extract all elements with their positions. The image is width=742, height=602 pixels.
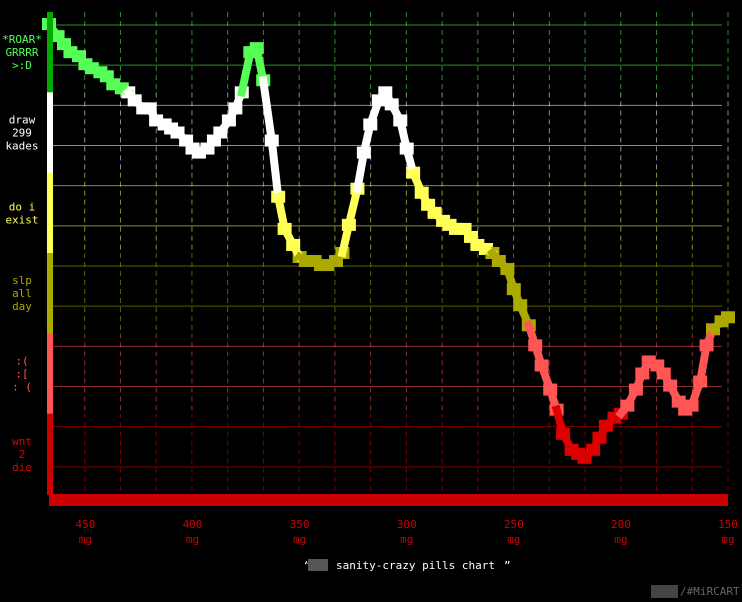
axis-layer: 450 mg 400 mg 350 mg 300 mg 250 mg 200 mg 150 mg xyxy=(47,12,738,546)
series-segment xyxy=(337,220,354,258)
title-swatch-block xyxy=(308,559,328,571)
y-band-label: exist xyxy=(5,213,38,226)
series-segment xyxy=(716,311,734,327)
x-tick-label: 300 xyxy=(397,518,417,531)
series-segment xyxy=(344,183,363,230)
series-segment xyxy=(258,75,277,146)
y-band-label: slp xyxy=(12,274,32,287)
y-band-label: die xyxy=(12,461,32,474)
series-segment xyxy=(551,404,568,439)
x-tick-label: 450 xyxy=(75,518,95,531)
series-segment xyxy=(401,143,419,178)
x-tick-unit: mg xyxy=(79,533,92,546)
y-axis-segment xyxy=(47,172,53,254)
y-band-label: :( xyxy=(15,355,28,368)
series-segment xyxy=(686,376,706,411)
y-band-label: *ROAR* xyxy=(2,33,42,46)
y-axis-segment xyxy=(47,253,53,335)
x-tick-unit: mg xyxy=(293,533,306,546)
watermark-swatch xyxy=(651,585,678,598)
series-segment xyxy=(252,43,268,85)
y-band-label: : ( xyxy=(12,381,32,394)
y-axis-segment xyxy=(47,333,53,415)
x-tick-unit: mg xyxy=(400,533,413,546)
series-segment xyxy=(359,119,376,158)
series-segment xyxy=(536,360,556,395)
series-segment xyxy=(352,147,369,194)
y-band-label: :[ xyxy=(15,368,28,381)
x-tick-label: 350 xyxy=(290,518,310,531)
y-axis-segment xyxy=(47,12,53,94)
x-tick-unit: mg xyxy=(721,533,734,546)
series-segment xyxy=(267,136,283,202)
y-band-label: do i xyxy=(9,200,36,213)
y-band-label: 299 xyxy=(12,127,32,140)
watermark: /#MiRCART xyxy=(680,585,740,598)
x-tick-label: 200 xyxy=(611,518,631,531)
y-band-label: day xyxy=(12,300,32,313)
chart-title-close-quote: ” xyxy=(504,559,511,572)
series-segment xyxy=(237,47,256,98)
series-segment xyxy=(695,340,712,387)
series-segment xyxy=(365,95,384,130)
y-band-label: wnt xyxy=(12,435,32,448)
series-segment xyxy=(395,115,412,154)
y-band-label: kades xyxy=(5,140,38,153)
chart-title: sanity-crazy pills chart xyxy=(336,559,495,572)
x-tick-label: 150 xyxy=(718,518,738,531)
x-tick-unit: mg xyxy=(186,533,199,546)
chart-title-open-quote: “ xyxy=(304,559,311,572)
x-axis-bar xyxy=(49,494,728,506)
x-tick-label: 250 xyxy=(504,518,524,531)
grid-layer xyxy=(49,12,729,494)
series-segment xyxy=(273,192,290,234)
y-band-label: 2 xyxy=(19,448,26,461)
y-band-label: all xyxy=(12,287,32,300)
y-band-label: >:D xyxy=(12,59,32,72)
y-band-label: GRRRR xyxy=(5,46,38,59)
title-layer: “ sanity-crazy pills chart ” xyxy=(304,559,511,572)
y-band-label: draw xyxy=(9,114,36,127)
y-axis-segment xyxy=(47,413,53,495)
x-tick-unit: mg xyxy=(614,533,627,546)
x-tick-label: 400 xyxy=(183,518,203,531)
x-tick-unit: mg xyxy=(507,533,520,546)
watermark-layer: /#MiRCART xyxy=(651,585,740,598)
y-axis-segment xyxy=(47,92,53,174)
data-layer xyxy=(42,18,735,464)
